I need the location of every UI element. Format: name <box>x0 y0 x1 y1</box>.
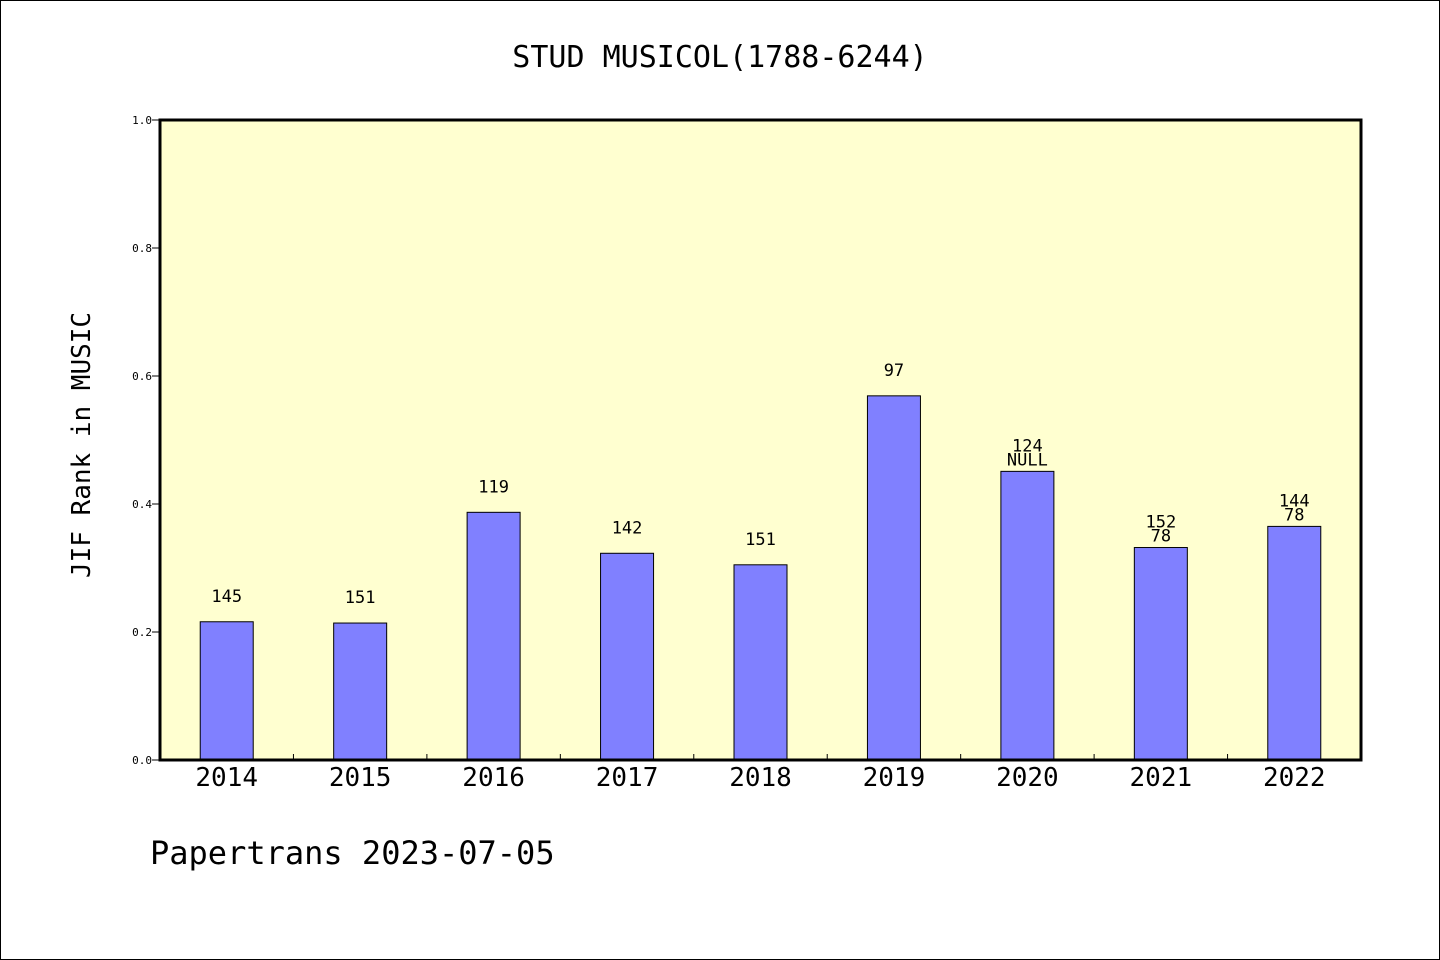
bar <box>1000 470 1055 761</box>
y-tick-label: 0.2 <box>132 626 152 639</box>
bar-rank-label: 152 <box>1145 513 1176 533</box>
bar-rank-label: 119 <box>478 477 509 497</box>
y-axis-label: JIF Rank in MUSIC <box>67 312 97 578</box>
x-tick-label: 2021 <box>1130 763 1193 793</box>
bar-secondary-label: NULL <box>1007 450 1048 470</box>
y-ticks-group: 0.0 0.2 0.4 0.6 0.8 1.0 <box>132 114 160 767</box>
bar-rank-label: 151 <box>745 530 776 550</box>
x-tick-label: 2015 <box>329 763 392 793</box>
bar-secondary-label: 78 <box>1284 505 1304 525</box>
x-tick-label: 2022 <box>1263 763 1326 793</box>
bar-rank-label: 142 <box>612 518 643 538</box>
bar <box>733 564 788 761</box>
y-tick-label: 0.6 <box>132 370 152 383</box>
bar <box>600 552 655 761</box>
x-tick-label: 2019 <box>863 763 926 793</box>
plot-border <box>158 118 1363 762</box>
bar-rank-label: 144 <box>1279 491 1310 511</box>
y-tick-label: 1.0 <box>132 114 152 127</box>
x-tick-label: 2017 <box>596 763 659 793</box>
x-tick-label: 2018 <box>729 763 792 793</box>
x-tick-label: 2016 <box>462 763 525 793</box>
y-tick-label: 0.8 <box>132 242 152 255</box>
bar <box>333 622 388 761</box>
bar <box>199 621 254 761</box>
bar-rank-label: 145 <box>211 587 242 607</box>
bar <box>866 395 921 761</box>
bar <box>1133 547 1188 761</box>
footer-credit: Papertrans 2023-07-05 <box>150 834 555 872</box>
y-tick-label: 0.4 <box>132 498 152 511</box>
bar-secondary-label: 78 <box>1151 527 1171 547</box>
chart-title: STUD MUSICOL(1788-6244) <box>512 40 927 75</box>
bar <box>1267 525 1322 761</box>
bar-rank-label: 97 <box>884 361 904 381</box>
y-tick-label: 0.0 <box>132 754 152 767</box>
x-tick-label: 2014 <box>195 763 258 793</box>
x-tick-label: 2020 <box>996 763 1059 793</box>
x-ticks-group: 2014 2015 2016 2017 2018 2019 2020 2021 2022 <box>195 754 1326 793</box>
bar-rank-label: 151 <box>345 588 376 608</box>
bar-rank-label: 124 <box>1012 436 1043 456</box>
bar <box>466 511 521 761</box>
